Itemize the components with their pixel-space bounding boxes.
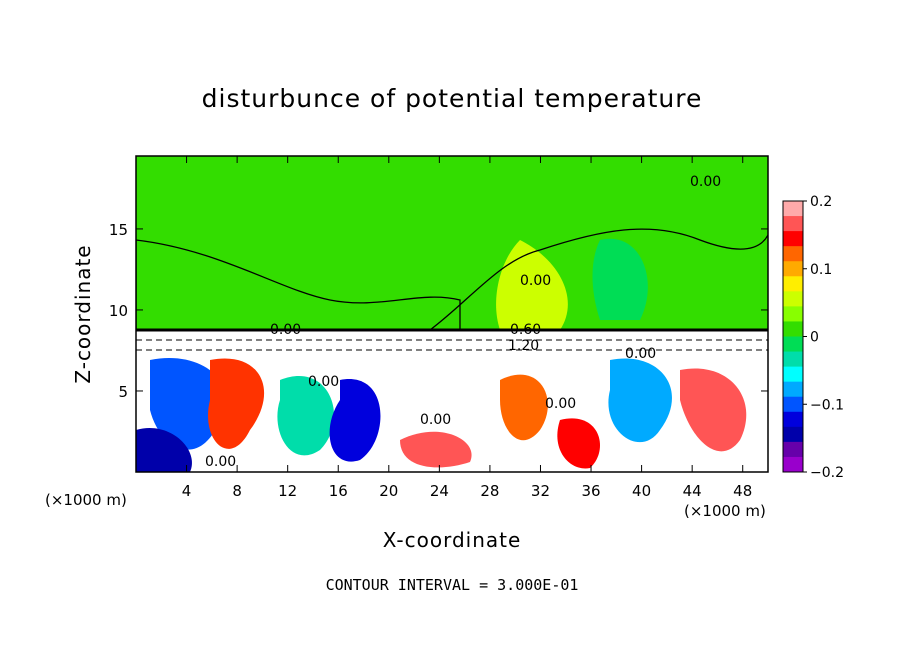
x-tick-label: 44: [683, 482, 702, 500]
x-tick-label: 4: [182, 482, 192, 500]
y-axis: 5 10 15: [109, 221, 768, 401]
colorbar-tick-label: 0: [810, 330, 819, 346]
contour-interval-note: CONTOUR INTERVAL = 3.000E-01: [325, 576, 579, 594]
colorbar-tick-label: −0.1: [810, 397, 844, 413]
colorbar-tick-label: 0.1: [810, 262, 832, 278]
y-tick-label: 5: [118, 383, 128, 401]
x-tick-label: 20: [379, 482, 398, 500]
x-tick-label: 40: [632, 482, 651, 500]
x-tick-label: 32: [531, 482, 550, 500]
x-tick-label: 8: [232, 482, 242, 500]
colorbar-swatch: [783, 381, 803, 398]
colorbar-swatch: [783, 276, 803, 292]
colorbar-swatch: [783, 426, 803, 443]
y-tick-label: 10: [109, 302, 128, 320]
contour-label: 0.00: [690, 174, 721, 190]
colorbar-swatch: [783, 366, 803, 383]
colorbar-swatch: [783, 351, 803, 368]
colorbar-swatch: [783, 216, 803, 232]
x-tick-label: 12: [278, 482, 297, 500]
colorbar-swatch: [783, 396, 803, 413]
contour-label: 0.00: [545, 396, 576, 412]
colorbar: 0.2 0.1 0 −0.1 −0.2: [782, 194, 844, 481]
colorbar-swatch: [783, 321, 803, 337]
contour-label-group: 0.00 0.00 0.60 1.20 0.00 0.00 0.00 0.00 …: [205, 174, 721, 470]
y-axis-title: Z-coordinate: [71, 244, 95, 383]
contour-label: 1.20: [508, 338, 539, 354]
contour-label: 0.00: [520, 273, 551, 289]
y-tick-label: 15: [109, 221, 128, 239]
colorbar-tick-label: 0.2: [810, 194, 832, 210]
x-axis: 4 8 12 16 20 24 28 32 36 40 44 48: [182, 156, 752, 500]
x-unit-label: (×1000 m): [45, 491, 127, 509]
x-tick-label: 28: [480, 482, 499, 500]
colorbar-swatch: [783, 231, 803, 247]
chart-title: disturbunce of potential temperature: [201, 84, 703, 113]
colorbar-swatch: [783, 336, 803, 353]
contour-label: 0.00: [205, 454, 236, 470]
plot-frame: [135, 155, 769, 473]
colorbar-tick-label: −0.2: [810, 465, 844, 481]
contour-label: 0.00: [420, 412, 451, 428]
x-tick-label: 48: [733, 482, 752, 500]
x-tick-label: 36: [581, 482, 600, 500]
colorbar-swatch: [783, 411, 803, 428]
x-tick-label: 16: [329, 482, 348, 500]
x-axis-title: X-coordinate: [383, 528, 522, 552]
contour-label: 0.00: [270, 322, 301, 338]
contour-label: 0.60: [510, 322, 541, 338]
colorbar-swatch: [783, 291, 803, 307]
contour-label: 0.00: [308, 374, 339, 390]
x-unit-label-right: (×1000 m): [684, 502, 766, 520]
plot-field: [136, 156, 768, 472]
colorbar-swatch: [783, 261, 803, 277]
colorbar-swatch: [783, 306, 803, 322]
colorbar-swatch: [783, 246, 803, 262]
colorbar-swatch: [783, 201, 803, 217]
colorbar-swatch: [783, 441, 803, 458]
colorbar-swatch: [783, 456, 803, 473]
contour-label: 0.00: [625, 346, 656, 362]
x-tick-label: 24: [430, 482, 449, 500]
